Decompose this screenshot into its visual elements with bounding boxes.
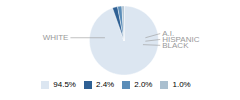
svg-text:WHITE: WHITE: [43, 33, 69, 42]
svg-text:A.I.: A.I.: [162, 29, 175, 39]
html-text:1.0%: 1.0%: [172, 80, 191, 89]
html-text:2.0%: 2.0%: [134, 80, 153, 89]
html-text:2.4%: 2.4%: [96, 80, 115, 89]
html-text:94.5%: 94.5%: [53, 80, 76, 89]
svg-text:BLACK: BLACK: [162, 41, 189, 50]
svg-text:HISPANIC: HISPANIC: [162, 35, 200, 44]
